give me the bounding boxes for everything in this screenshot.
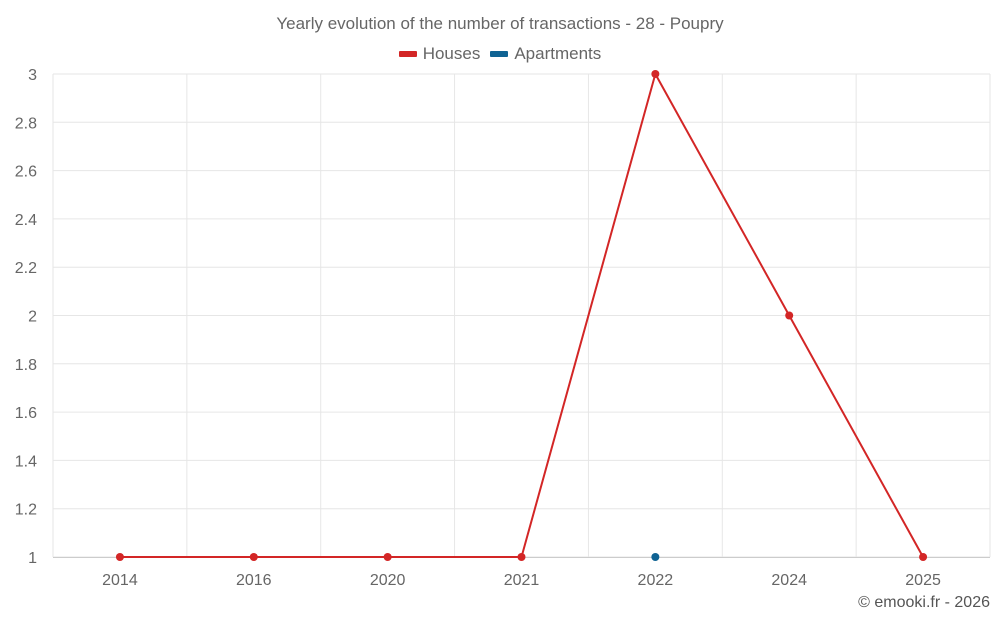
x-tick-label: 2021 [504, 572, 540, 589]
data-point-houses [249, 553, 258, 561]
x-tick-label: 2024 [771, 572, 807, 589]
x-tick-label: 2016 [236, 572, 272, 589]
x-tick-label: 2014 [102, 572, 138, 589]
data-point-houses [383, 553, 392, 561]
data-point-houses [785, 311, 794, 320]
legend-swatch-apartments [490, 51, 509, 57]
y-tick-label: 1.6 [15, 405, 37, 422]
y-tick-label: 3 [28, 67, 37, 84]
data-point-houses [919, 553, 928, 561]
y-tick-label: 1.4 [15, 453, 37, 470]
legend-label-apartments: Apartments [514, 44, 602, 63]
legend-label-houses: Houses [422, 44, 481, 63]
data-point-houses [517, 553, 526, 561]
y-tick-label: 1 [28, 550, 37, 567]
legend-item-houses[interactable]: Houses [398, 44, 481, 64]
data-point-apartments [651, 553, 660, 561]
legend-swatch-houses [398, 51, 417, 57]
y-tick-label: 2.8 [15, 115, 37, 132]
data-point-houses [115, 553, 124, 561]
y-tick-label: 2.4 [15, 212, 37, 229]
y-tick-label: 2.2 [15, 260, 37, 277]
data-point-houses [651, 70, 660, 78]
y-tick-label: 2.6 [15, 164, 37, 181]
credits[interactable]: © emooki.fr - 2026 [858, 594, 990, 611]
legend-item-apartments[interactable]: Apartments [490, 44, 601, 64]
x-tick-label: 2022 [638, 572, 674, 589]
x-tick-label: 2020 [370, 572, 406, 589]
y-tick-label: 2 [28, 309, 37, 326]
legend: Houses Apartments [0, 44, 1000, 64]
y-tick-label: 1.2 [15, 502, 37, 519]
x-tick-label: 2025 [905, 572, 941, 589]
chart-title: Yearly evolution of the number of transa… [276, 14, 724, 33]
y-tick-label: 1.8 [15, 357, 37, 374]
